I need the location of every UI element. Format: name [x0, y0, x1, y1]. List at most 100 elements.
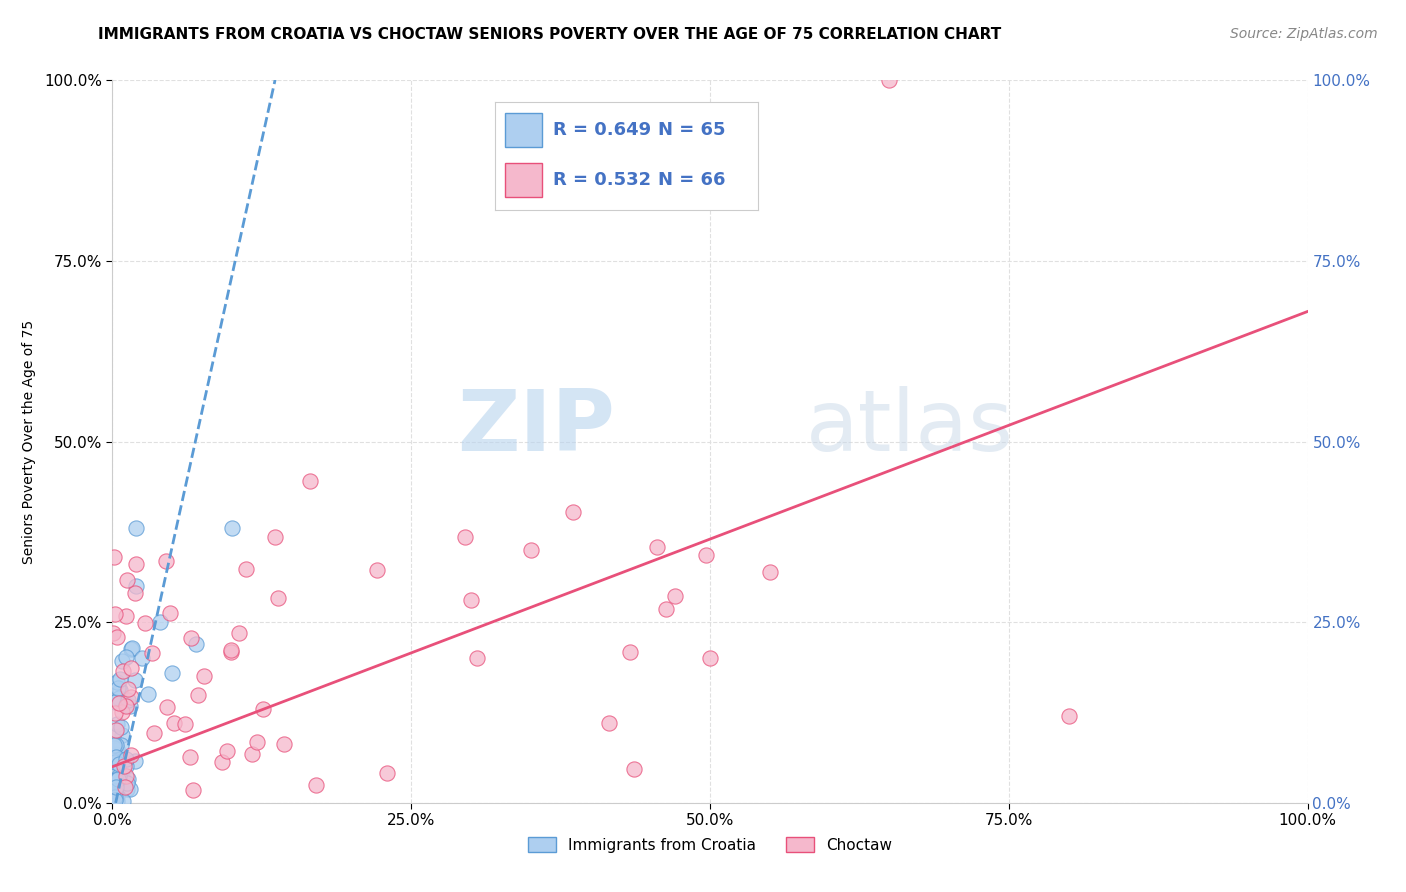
Point: [118, 698, 141, 713]
Point: [105, 789, 128, 804]
Point: [101, 764, 124, 778]
Point: [155, 554, 177, 568]
Point: [134, 615, 156, 630]
Point: [114, 769, 136, 783]
Point: [228, 625, 250, 640]
Text: ZIP: ZIP: [457, 385, 614, 468]
Point: [105, 717, 128, 731]
Point: [305, 778, 328, 792]
Point: [105, 794, 128, 808]
Point: [699, 651, 721, 665]
Point: [115, 758, 138, 772]
Point: [107, 681, 129, 696]
Point: [125, 557, 148, 571]
Point: [149, 615, 172, 630]
Point: [156, 700, 179, 714]
Y-axis label: Seniors Poverty Over the Age of 75: Seniors Poverty Over the Age of 75: [21, 319, 35, 564]
Point: [125, 579, 148, 593]
Point: [1057, 709, 1080, 723]
Point: [105, 630, 128, 644]
Point: [117, 692, 139, 706]
Point: [131, 651, 153, 665]
Point: [143, 726, 166, 740]
Point: [141, 646, 163, 660]
Point: [101, 729, 124, 743]
Point: [187, 689, 209, 703]
Point: [104, 695, 127, 709]
Point: [117, 772, 139, 786]
Point: [104, 723, 127, 737]
Point: [235, 562, 257, 576]
Point: [104, 793, 127, 807]
Point: [103, 773, 125, 788]
Point: [104, 784, 127, 798]
Point: [619, 646, 641, 660]
Point: [211, 756, 233, 770]
Point: [120, 748, 142, 763]
Point: [375, 766, 398, 780]
Point: [162, 665, 183, 680]
Point: [112, 758, 135, 772]
Point: [114, 699, 136, 714]
Point: [103, 549, 125, 564]
Point: [120, 690, 142, 704]
Point: [108, 683, 131, 698]
Point: [105, 742, 128, 756]
Legend: Immigrants from Croatia, Choctaw: Immigrants from Croatia, Choctaw: [520, 829, 900, 860]
Point: [215, 744, 238, 758]
Point: [111, 728, 134, 742]
Point: [108, 756, 131, 771]
Point: [465, 651, 488, 665]
Text: atlas: atlas: [806, 385, 1014, 468]
Point: [163, 715, 186, 730]
Point: [273, 737, 295, 751]
Point: [124, 586, 146, 600]
Point: [115, 698, 138, 712]
Point: [366, 564, 388, 578]
Point: [120, 781, 142, 796]
Point: [179, 750, 201, 764]
Point: [695, 549, 717, 563]
Point: [111, 705, 134, 719]
Text: IMMIGRANTS FROM CROATIA VS CHOCTAW SENIORS POVERTY OVER THE AGE OF 75 CORRELATIO: IMMIGRANTS FROM CROATIA VS CHOCTAW SENIO…: [98, 27, 1001, 42]
Point: [111, 655, 134, 669]
Point: [108, 690, 131, 705]
Point: [104, 790, 127, 805]
Text: Source: ZipAtlas.com: Source: ZipAtlas.com: [1230, 27, 1378, 41]
Point: [110, 721, 132, 735]
Point: [103, 741, 125, 756]
Point: [103, 786, 125, 800]
Point: [105, 738, 128, 752]
Point: [107, 696, 129, 710]
Point: [645, 541, 668, 555]
Point: [101, 751, 124, 765]
Point: [598, 715, 620, 730]
Point: [110, 769, 132, 783]
Point: [115, 752, 138, 766]
Point: [103, 738, 125, 752]
Point: [520, 542, 543, 557]
Point: [879, 73, 901, 87]
Point: [108, 769, 131, 783]
Point: [221, 521, 243, 535]
Point: [104, 753, 127, 767]
Point: [246, 734, 269, 748]
Point: [115, 782, 138, 797]
Point: [104, 772, 127, 787]
Point: [110, 739, 132, 753]
Point: [115, 573, 138, 587]
Point: [125, 521, 148, 535]
Point: [108, 672, 131, 686]
Point: [105, 747, 128, 761]
Point: [104, 755, 127, 769]
Point: [103, 790, 125, 805]
Point: [181, 783, 204, 797]
Point: [101, 790, 124, 805]
Point: [623, 762, 645, 776]
Point: [180, 632, 202, 646]
Point: [101, 625, 124, 640]
Point: [112, 794, 135, 808]
Point: [124, 754, 146, 768]
Point: [114, 609, 136, 624]
Point: [107, 772, 129, 787]
